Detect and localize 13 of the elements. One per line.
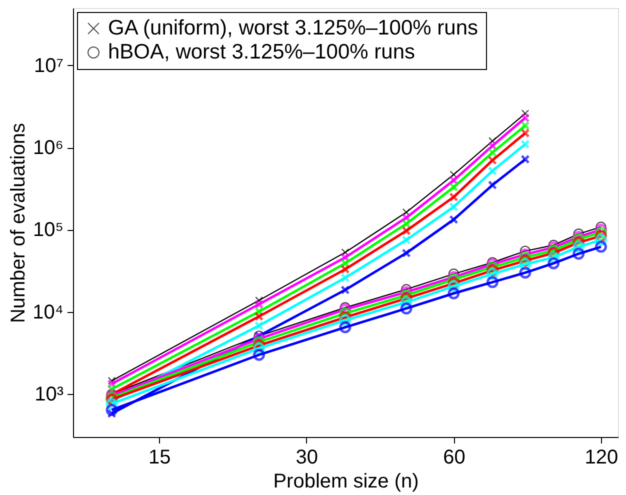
x-axis-title: Problem size (n)	[273, 470, 419, 492]
x-tick-label: 120	[584, 446, 618, 468]
y-axis-title: Number of evaluations	[8, 122, 30, 324]
y-tick-label: 10⁵	[32, 219, 64, 242]
x-tick-label: 15	[148, 446, 171, 468]
legend-label: GA (uniform), worst 3.125%–100% runs	[108, 16, 478, 40]
x-tick-label: 60	[443, 446, 466, 468]
legend-label: hBOA, worst 3.125%–100% runs	[108, 40, 416, 64]
x-tick-label: 30	[296, 446, 318, 468]
y-tick-label: 10⁶	[33, 137, 64, 160]
y-tick-label: 10⁴	[32, 301, 64, 324]
y-tick-label: 10³	[34, 384, 64, 406]
y-tick-label: 10⁷	[34, 54, 64, 77]
